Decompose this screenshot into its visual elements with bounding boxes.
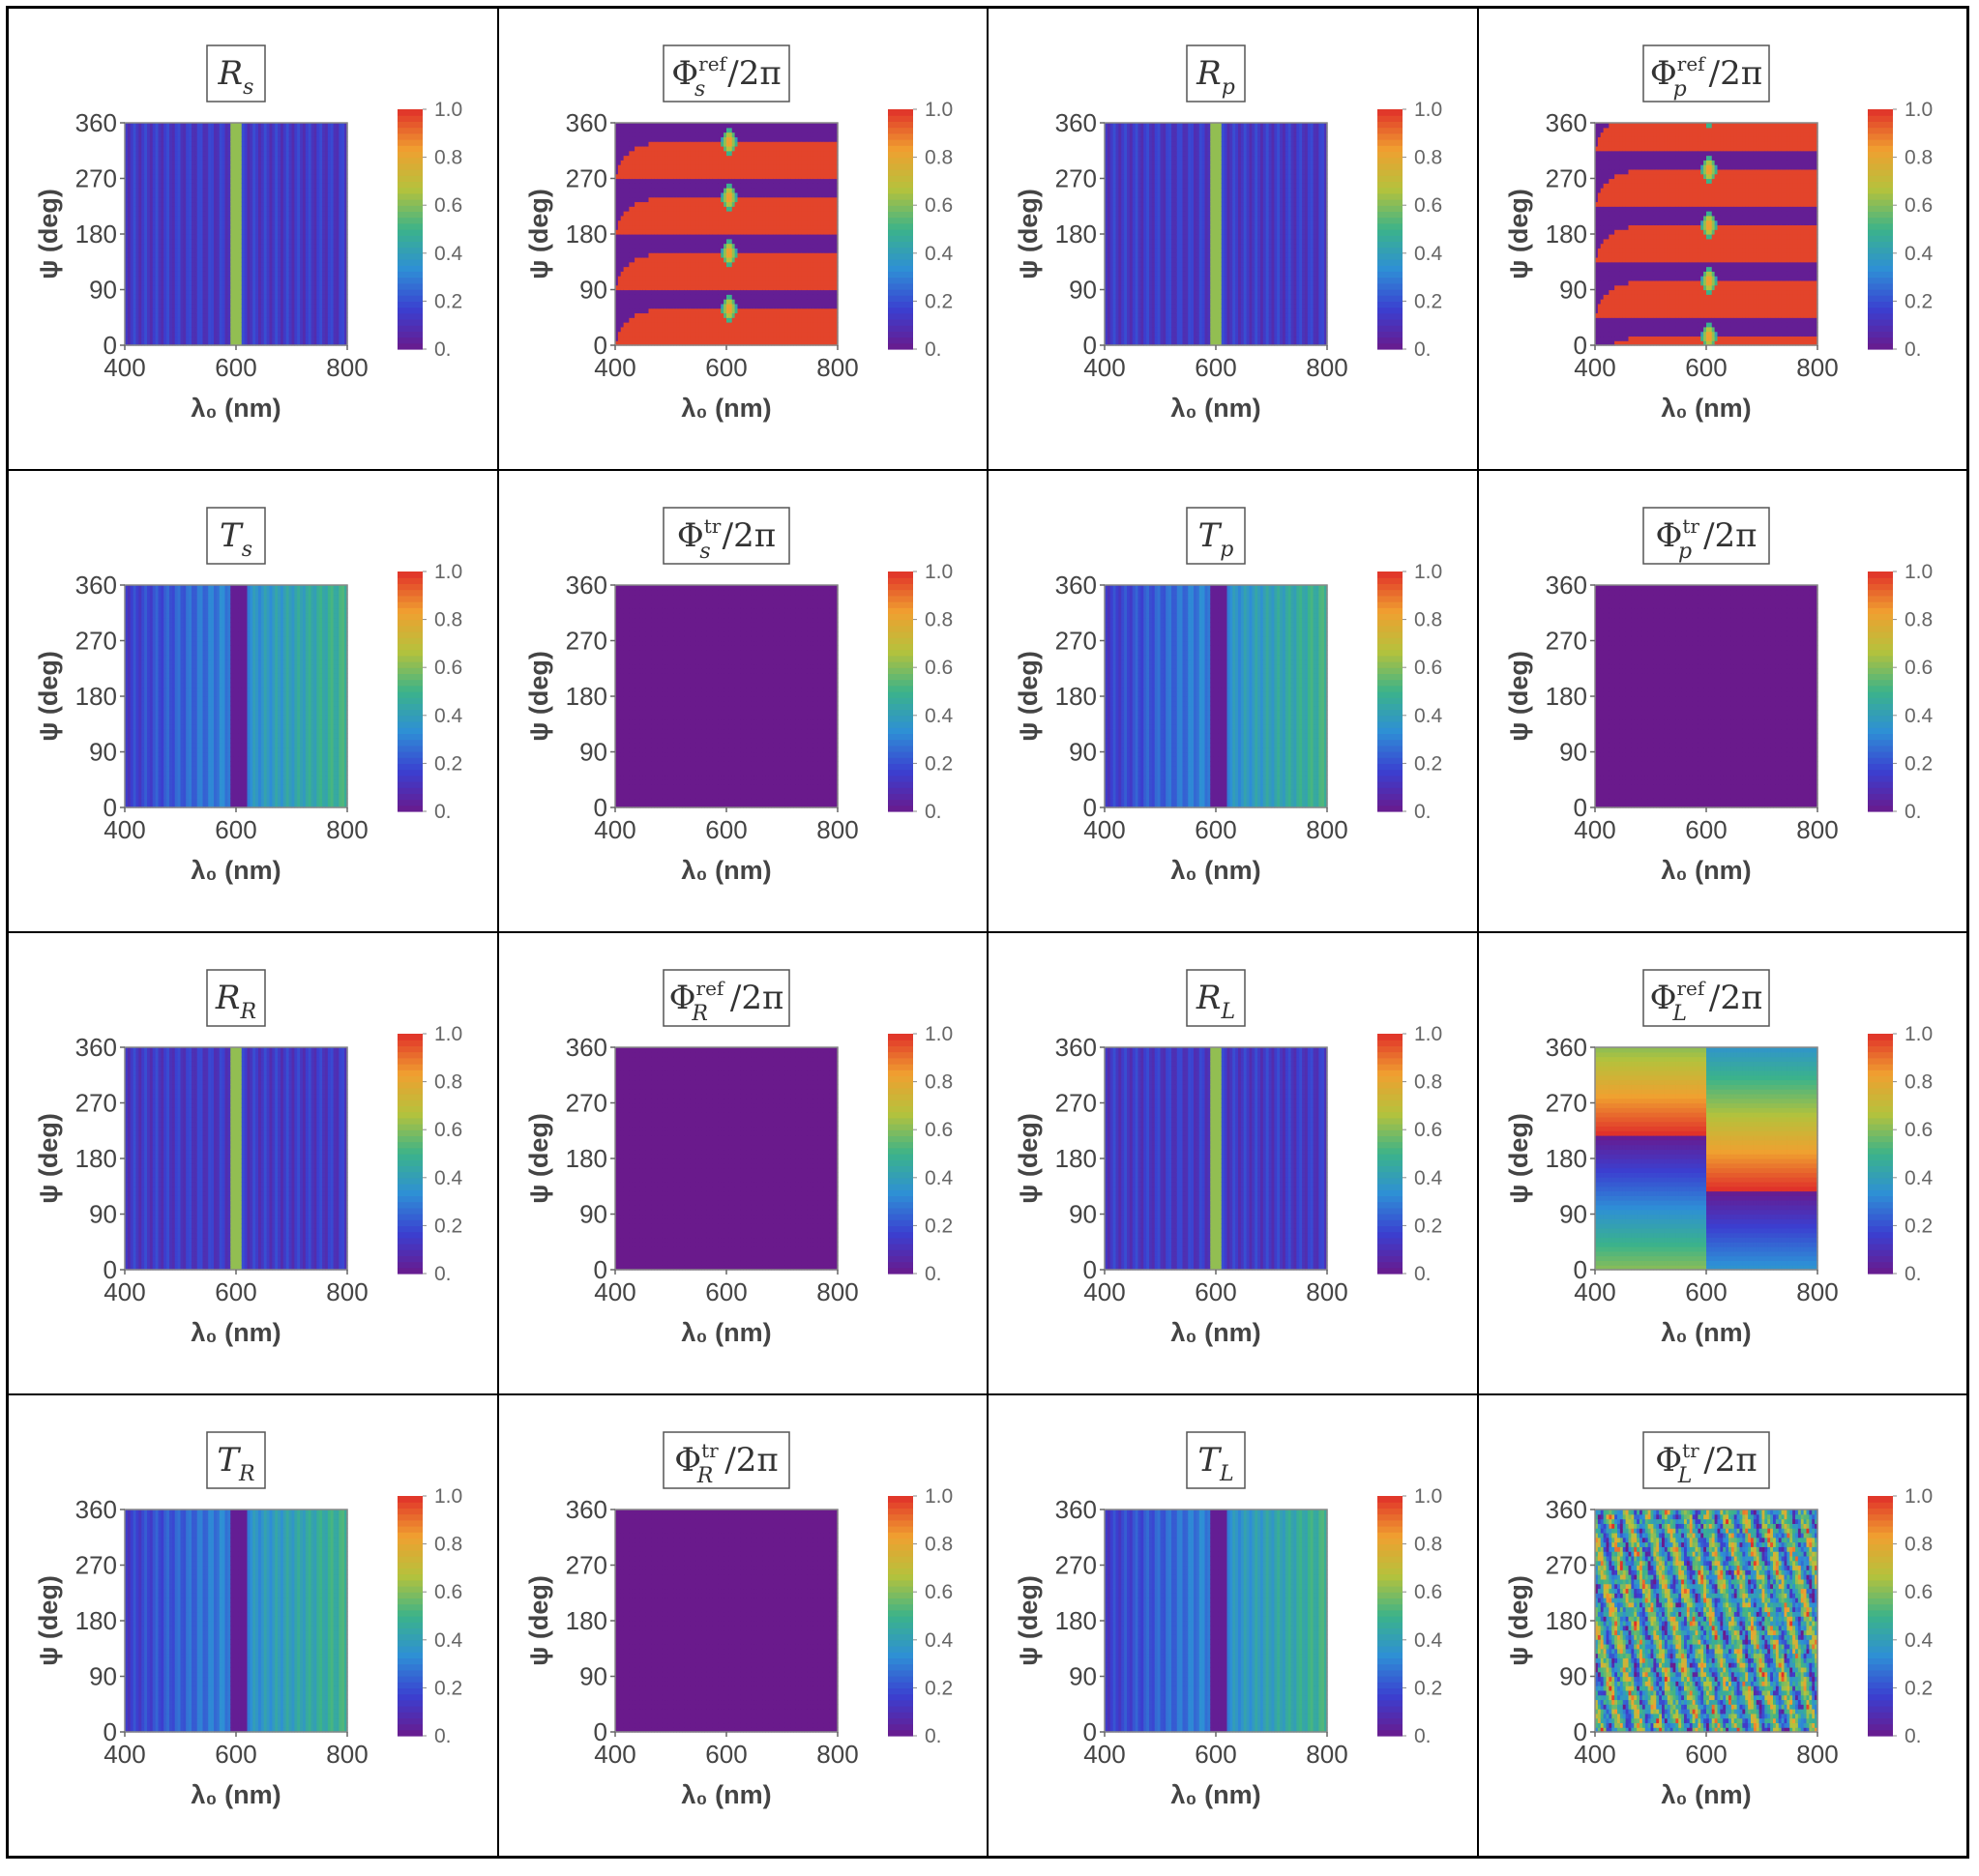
colorbar-segment: [398, 109, 423, 116]
colorbar-segment: [398, 205, 423, 212]
colorbar-segment: [398, 248, 423, 254]
heatmap: [125, 123, 348, 346]
x-tick-label: 800: [326, 353, 368, 382]
colorbar-segment: [398, 308, 423, 314]
colorbar-segment: [398, 331, 423, 337]
colorbar-segment: [398, 218, 423, 224]
colorbar-segment: [398, 265, 423, 272]
colorbar-segment: [398, 139, 423, 146]
colorbar-segment: [398, 223, 423, 230]
colorbar-segment: [398, 188, 423, 194]
x-tick-label: 400: [103, 353, 145, 382]
chart-panel: Rs 0 90 180 270 360 400 600 800 λ₀ (nm) ψ (deg) 0. 0…: [8, 8, 498, 470]
colorbar-segment: [398, 337, 423, 344]
colorbar-tick-label: 0.: [434, 338, 452, 361]
colorbar-segment: [398, 259, 423, 266]
colorbar-segment: [398, 278, 423, 284]
colorbar-segment: [398, 163, 423, 170]
colorbar-segment: [398, 319, 423, 326]
colorbar-segment: [398, 211, 423, 218]
y-tick-label: 270: [75, 164, 117, 193]
chart-title: Φref s/2π: [664, 45, 789, 102]
colorbar-segment: [398, 253, 423, 260]
colorbar-segment: [398, 241, 423, 248]
colorbar-segment: [398, 158, 423, 164]
colorbar-segment: [398, 151, 423, 158]
colorbar-segment: [398, 343, 423, 350]
y-tick-label: 90: [89, 276, 117, 305]
y-tick-label: 180: [75, 220, 117, 249]
colorbar-segment: [398, 271, 423, 278]
colorbar-segment: [398, 283, 423, 290]
y-tick-label: 360: [75, 108, 117, 137]
colorbar-segment: [398, 181, 423, 188]
x-axis-label: λ₀ (nm): [191, 394, 281, 423]
colorbar-segment: [398, 325, 423, 332]
x-tick-label: 600: [215, 353, 256, 382]
colorbar-segment: [398, 235, 423, 242]
y-axis-label: ψ (deg): [34, 189, 63, 279]
colorbar-segment: [398, 295, 423, 302]
colorbar-segment: [398, 301, 423, 308]
colorbar-segment: [398, 121, 423, 128]
colorbar-segment: [398, 313, 423, 320]
colorbar: 0. 0.2 0.4 0.6 0.8 1.0: [398, 99, 463, 361]
colorbar-segment: [398, 145, 423, 152]
colorbar-segment: [398, 133, 423, 140]
chart-panel: Φref s/2π 0 90 180 270 360 400 600 800 λ₀ (nm) ψ (d…: [498, 8, 989, 470]
colorbar-tick-label: 1.0: [434, 99, 462, 121]
colorbar-segment: [398, 115, 423, 122]
heatmap: [615, 123, 839, 346]
colorbar-segment: [398, 199, 423, 206]
colorbar-segment: [398, 169, 423, 176]
colorbar-tick-label: 0.4: [434, 243, 463, 265]
colorbar-tick-label: 0.6: [434, 194, 462, 217]
colorbar-tick-label: 0.8: [434, 147, 462, 169]
colorbar-segment: [398, 128, 423, 134]
chart-title: Rs: [207, 45, 265, 102]
colorbar-segment: [398, 229, 423, 236]
colorbar-segment: [398, 193, 423, 200]
figure-grid: Rs 0 90 180 270 360 400 600 800 λ₀ (nm) ψ (deg) 0. 0…: [6, 6, 1969, 1859]
colorbar-tick-label: 0.2: [434, 290, 462, 312]
colorbar-segment: [398, 289, 423, 296]
colorbar-segment: [398, 175, 423, 182]
